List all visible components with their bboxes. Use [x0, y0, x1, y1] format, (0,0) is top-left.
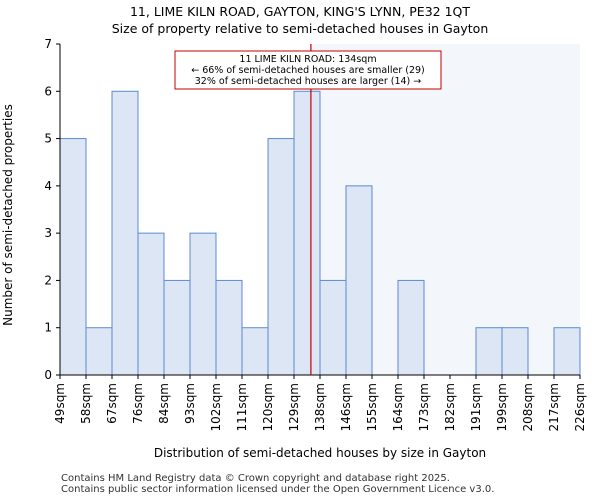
footer-licence: Contains public sector information licen…: [61, 484, 495, 495]
x-tick-label: 226sqm: [573, 383, 587, 431]
bar: [501, 327, 529, 376]
bar: [267, 138, 295, 376]
x-tick-label: 49sqm: [53, 383, 67, 424]
x-tick-label: 138sqm: [313, 383, 327, 431]
x-tick-label: 58sqm: [79, 383, 93, 424]
x-tick-label: 217sqm: [547, 383, 561, 431]
bar: [111, 90, 139, 376]
bar: [241, 327, 269, 376]
x-axis-label: Distribution of semi-detached houses by …: [154, 446, 486, 460]
bar: [85, 327, 113, 376]
annotation-line: ← 66% of semi-detached houses are smalle…: [191, 65, 425, 76]
x-tick-label: 155sqm: [365, 383, 379, 431]
bar: [137, 232, 165, 376]
x-tick-label: 173sqm: [417, 383, 431, 431]
x-tick-label: 67sqm: [105, 383, 119, 424]
bar: [293, 90, 321, 376]
y-tick-label: 7: [44, 37, 52, 51]
x-tick-label: 129sqm: [287, 383, 301, 431]
y-tick-label: 3: [44, 226, 52, 240]
y-axis-label: Number of semi-detached properties: [1, 104, 15, 326]
bar: [189, 232, 217, 376]
x-tick-label: 93sqm: [183, 383, 197, 424]
annotation-box: [174, 50, 442, 90]
bar: [397, 279, 425, 376]
x-tick-label: 146sqm: [339, 383, 353, 431]
y-tick-label: 6: [44, 84, 52, 98]
x-tick-label: 111sqm: [235, 383, 249, 431]
annotation-line: 11 LIME KILN ROAD: 134sqm: [239, 54, 376, 65]
y-tick-label: 5: [44, 132, 52, 146]
y-tick-label: 1: [44, 321, 52, 335]
bar: [319, 279, 347, 376]
bar: [163, 279, 191, 376]
x-tick-label: 199sqm: [495, 383, 509, 431]
bar: [475, 327, 503, 376]
x-tick-label: 120sqm: [261, 383, 275, 431]
bar: [59, 138, 87, 376]
chart-title: 11, LIME KILN ROAD, GAYTON, KING'S LYNN,…: [129, 4, 471, 19]
x-tick-label: 208sqm: [521, 383, 535, 431]
annotation-line: 32% of semi-detached houses are larger (…: [195, 76, 422, 87]
footer-copyright: Contains HM Land Registry data © Crown c…: [61, 473, 450, 484]
chart-subtitle: Size of property relative to semi-detach…: [111, 21, 489, 36]
x-tick-label: 191sqm: [469, 383, 483, 431]
x-tick-label: 102sqm: [209, 383, 223, 431]
y-tick-label: 0: [44, 368, 52, 382]
bar: [345, 185, 373, 376]
bar: [553, 327, 581, 376]
x-tick-label: 182sqm: [443, 383, 457, 431]
x-tick-label: 84sqm: [157, 383, 171, 424]
y-tick-label: 4: [44, 179, 52, 193]
x-tick-label: 76sqm: [131, 383, 145, 424]
x-tick-label: 164sqm: [391, 383, 405, 431]
y-tick-label: 2: [44, 273, 52, 287]
bar: [215, 279, 243, 376]
